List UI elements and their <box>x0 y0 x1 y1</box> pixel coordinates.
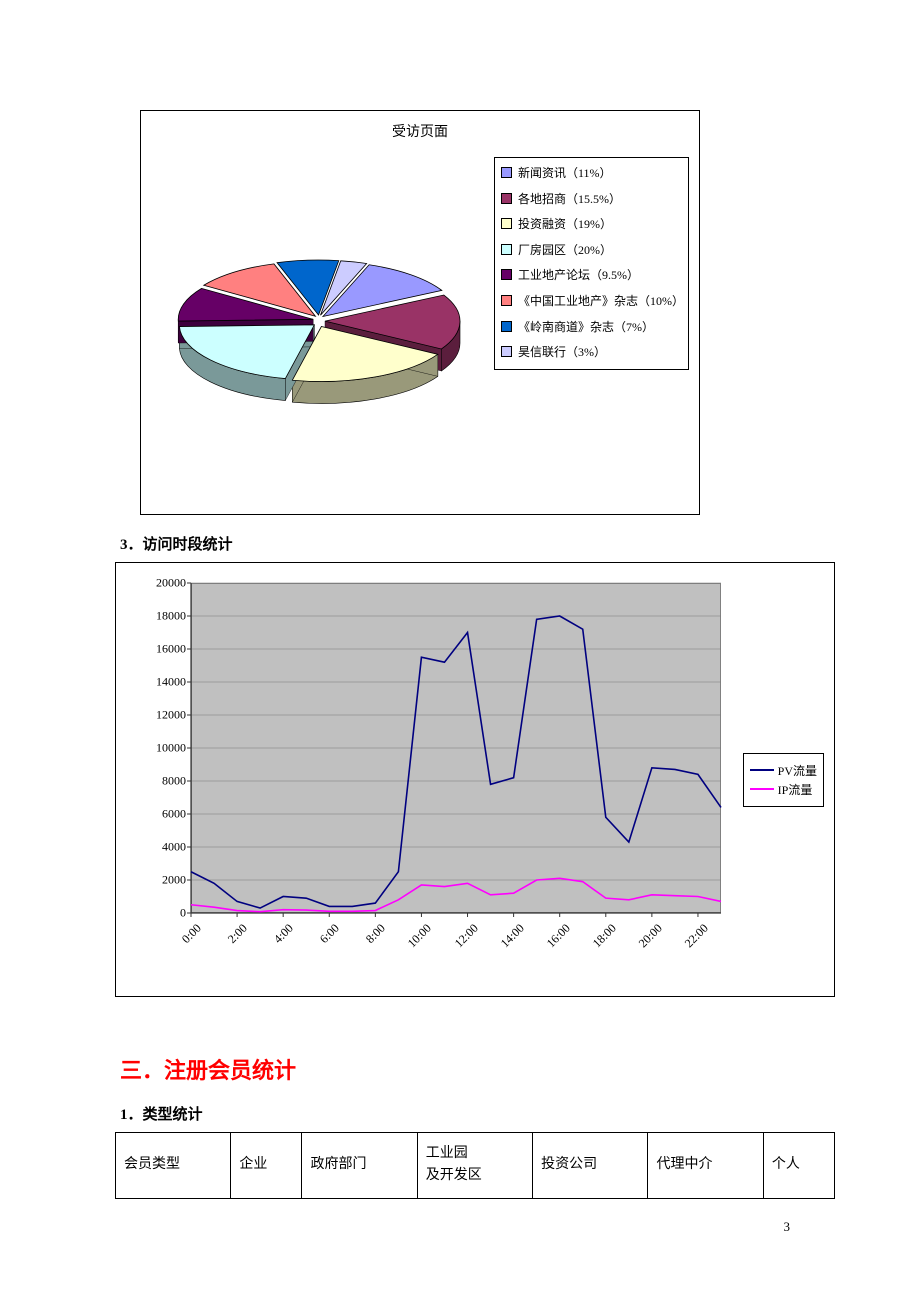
table-header-cell: 企业 <box>231 1133 302 1199</box>
legend-item: PV流量 <box>750 762 817 779</box>
legend-item: 《岭南商道》杂志（7%） <box>501 320 682 336</box>
table-header-cell: 个人 <box>763 1133 834 1199</box>
legend-swatch <box>501 218 512 229</box>
y-axis-tick-label: 4000 <box>126 840 186 855</box>
legend-label: 昊信联行（3%） <box>518 345 606 361</box>
legend-swatch <box>501 321 512 332</box>
legend-label: IP流量 <box>778 781 813 798</box>
section-label-1: 1．类型统计 <box>120 1103 800 1124</box>
section-heading-members: 三．注册会员统计 <box>120 1053 800 1085</box>
table-header-cell: 投资公司 <box>533 1133 648 1199</box>
legend-item: 工业地产论坛（9.5%） <box>501 268 682 284</box>
legend-item: 各地招商（15.5%） <box>501 192 682 208</box>
y-axis-tick-label: 10000 <box>126 741 186 756</box>
legend-label: PV流量 <box>778 762 817 779</box>
y-axis-tick-label: 18000 <box>126 609 186 624</box>
legend-swatch <box>501 244 512 255</box>
member-type-table: 会员类型企业政府部门工业园及开发区投资公司代理中介个人 <box>115 1132 835 1199</box>
section-label-3-text: 3．访问时段统计 <box>120 537 233 553</box>
pie-chart-title: 受访页面 <box>141 111 699 141</box>
y-axis-tick-label: 16000 <box>126 642 186 657</box>
pie-svg <box>171 251 461 431</box>
page-number: 3 <box>784 1219 791 1235</box>
legend-swatch <box>501 167 512 178</box>
legend-line <box>750 788 774 790</box>
pie-chart-container: 受访页面 新闻资讯（11%） 各地招商（15.5%） 投资融资（19%） 厂房园区（2… <box>140 110 700 515</box>
legend-item: 投资融资（19%） <box>501 217 682 233</box>
y-axis-tick-label: 2000 <box>126 873 186 888</box>
legend-swatch <box>501 269 512 280</box>
table-header-member-type: 会员类型 <box>116 1133 231 1199</box>
table-header-cell: 政府部门 <box>302 1133 417 1199</box>
table-header-cell: 工业园及开发区 <box>417 1133 532 1199</box>
legend-line <box>750 769 774 771</box>
legend-swatch <box>501 193 512 204</box>
section-label-3: 3．访问时段统计 <box>120 533 800 554</box>
line-chart-container: 0 2000 4000 6000 8000 10000 12000 14000 16000 180… <box>115 562 835 997</box>
document-page: 受访页面 新闻资讯（11%） 各地招商（15.5%） 投资融资（19%） 厂房园区（2… <box>0 0 920 1259</box>
table-header-cell: 代理中介 <box>648 1133 763 1199</box>
legend-item: IP流量 <box>750 781 817 798</box>
legend-item: 新闻资讯（11%） <box>501 166 682 182</box>
legend-swatch <box>501 295 512 306</box>
pie-chart-legend: 新闻资讯（11%） 各地招商（15.5%） 投资融资（19%） 厂房园区（20%） 工业… <box>494 157 689 370</box>
legend-label: 新闻资讯（11%） <box>518 166 612 182</box>
section-label-1-text: 1．类型统计 <box>120 1107 203 1123</box>
y-axis-tick-label: 12000 <box>126 708 186 723</box>
legend-label: 工业地产论坛（9.5%） <box>518 268 639 284</box>
y-axis-tick-label: 0 <box>126 906 186 921</box>
legend-label: 《岭南商道》杂志（7%） <box>518 320 654 336</box>
y-axis-tick-label: 14000 <box>126 675 186 690</box>
pie-chart-plot <box>171 251 461 431</box>
legend-label: 各地招商（15.5%） <box>518 192 621 208</box>
legend-label: 《中国工业地产》杂志（10%） <box>518 294 682 310</box>
legend-item: 昊信联行（3%） <box>501 345 682 361</box>
legend-item: 厂房园区（20%） <box>501 243 682 259</box>
legend-item: 《中国工业地产》杂志（10%） <box>501 294 682 310</box>
y-axis-tick-label: 6000 <box>126 807 186 822</box>
legend-label: 投资融资（19%） <box>518 217 612 233</box>
y-axis-tick-label: 20000 <box>126 576 186 591</box>
legend-label: 厂房园区（20%） <box>518 243 612 259</box>
legend-swatch <box>501 346 512 357</box>
y-axis-tick-label: 8000 <box>126 774 186 789</box>
table-row: 会员类型企业政府部门工业园及开发区投资公司代理中介个人 <box>116 1133 835 1199</box>
line-chart-legend: PV流量 IP流量 <box>743 753 824 807</box>
